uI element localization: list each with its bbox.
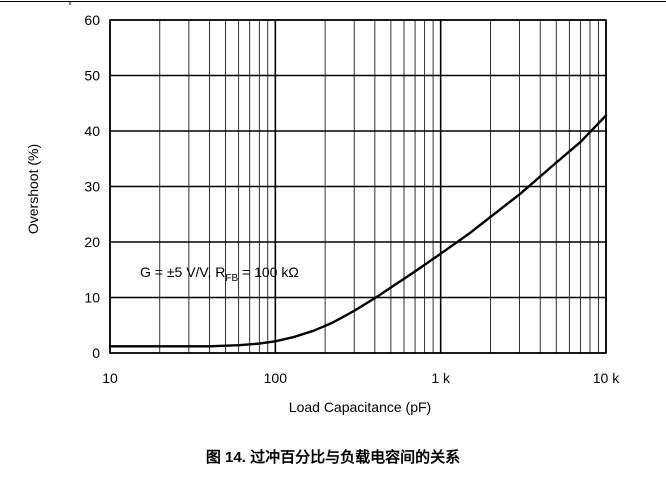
overshoot-curve (108, 114, 608, 348)
x-tick-label: 1 k (431, 370, 451, 386)
y-tick-label: 50 (84, 68, 100, 84)
x-tick-label: 10 k (593, 370, 620, 386)
x-axis-tick-labels: 10 100 1 k 10 k (102, 370, 620, 386)
major-gridlines (109, 19, 607, 354)
y-axis-label: Overshoot (%) (25, 144, 41, 234)
x-tick-label: 10 (102, 370, 118, 386)
y-axis-tick-labels: 0 10 20 30 40 50 60 (84, 12, 100, 361)
x-axis-label: Load Capacitance (pF) (289, 399, 431, 415)
y-tick-label: 10 (84, 290, 100, 306)
y-tick-label: 0 (92, 345, 100, 361)
y-tick-label: 60 (84, 12, 100, 28)
y-tick-label: 40 (84, 123, 100, 139)
figure-caption: 图 14. 过冲百分比与负载电容间的关系 (206, 448, 460, 466)
x-tick-label: 100 (264, 370, 288, 386)
y-tick-label: 20 (84, 234, 100, 250)
y-tick-label: 30 (84, 179, 100, 195)
series-layer (108, 114, 608, 348)
chart-annotation: G = ±5 V/V, RFB = 100 kΩ (140, 264, 299, 284)
plot-area-frame (109, 19, 607, 354)
